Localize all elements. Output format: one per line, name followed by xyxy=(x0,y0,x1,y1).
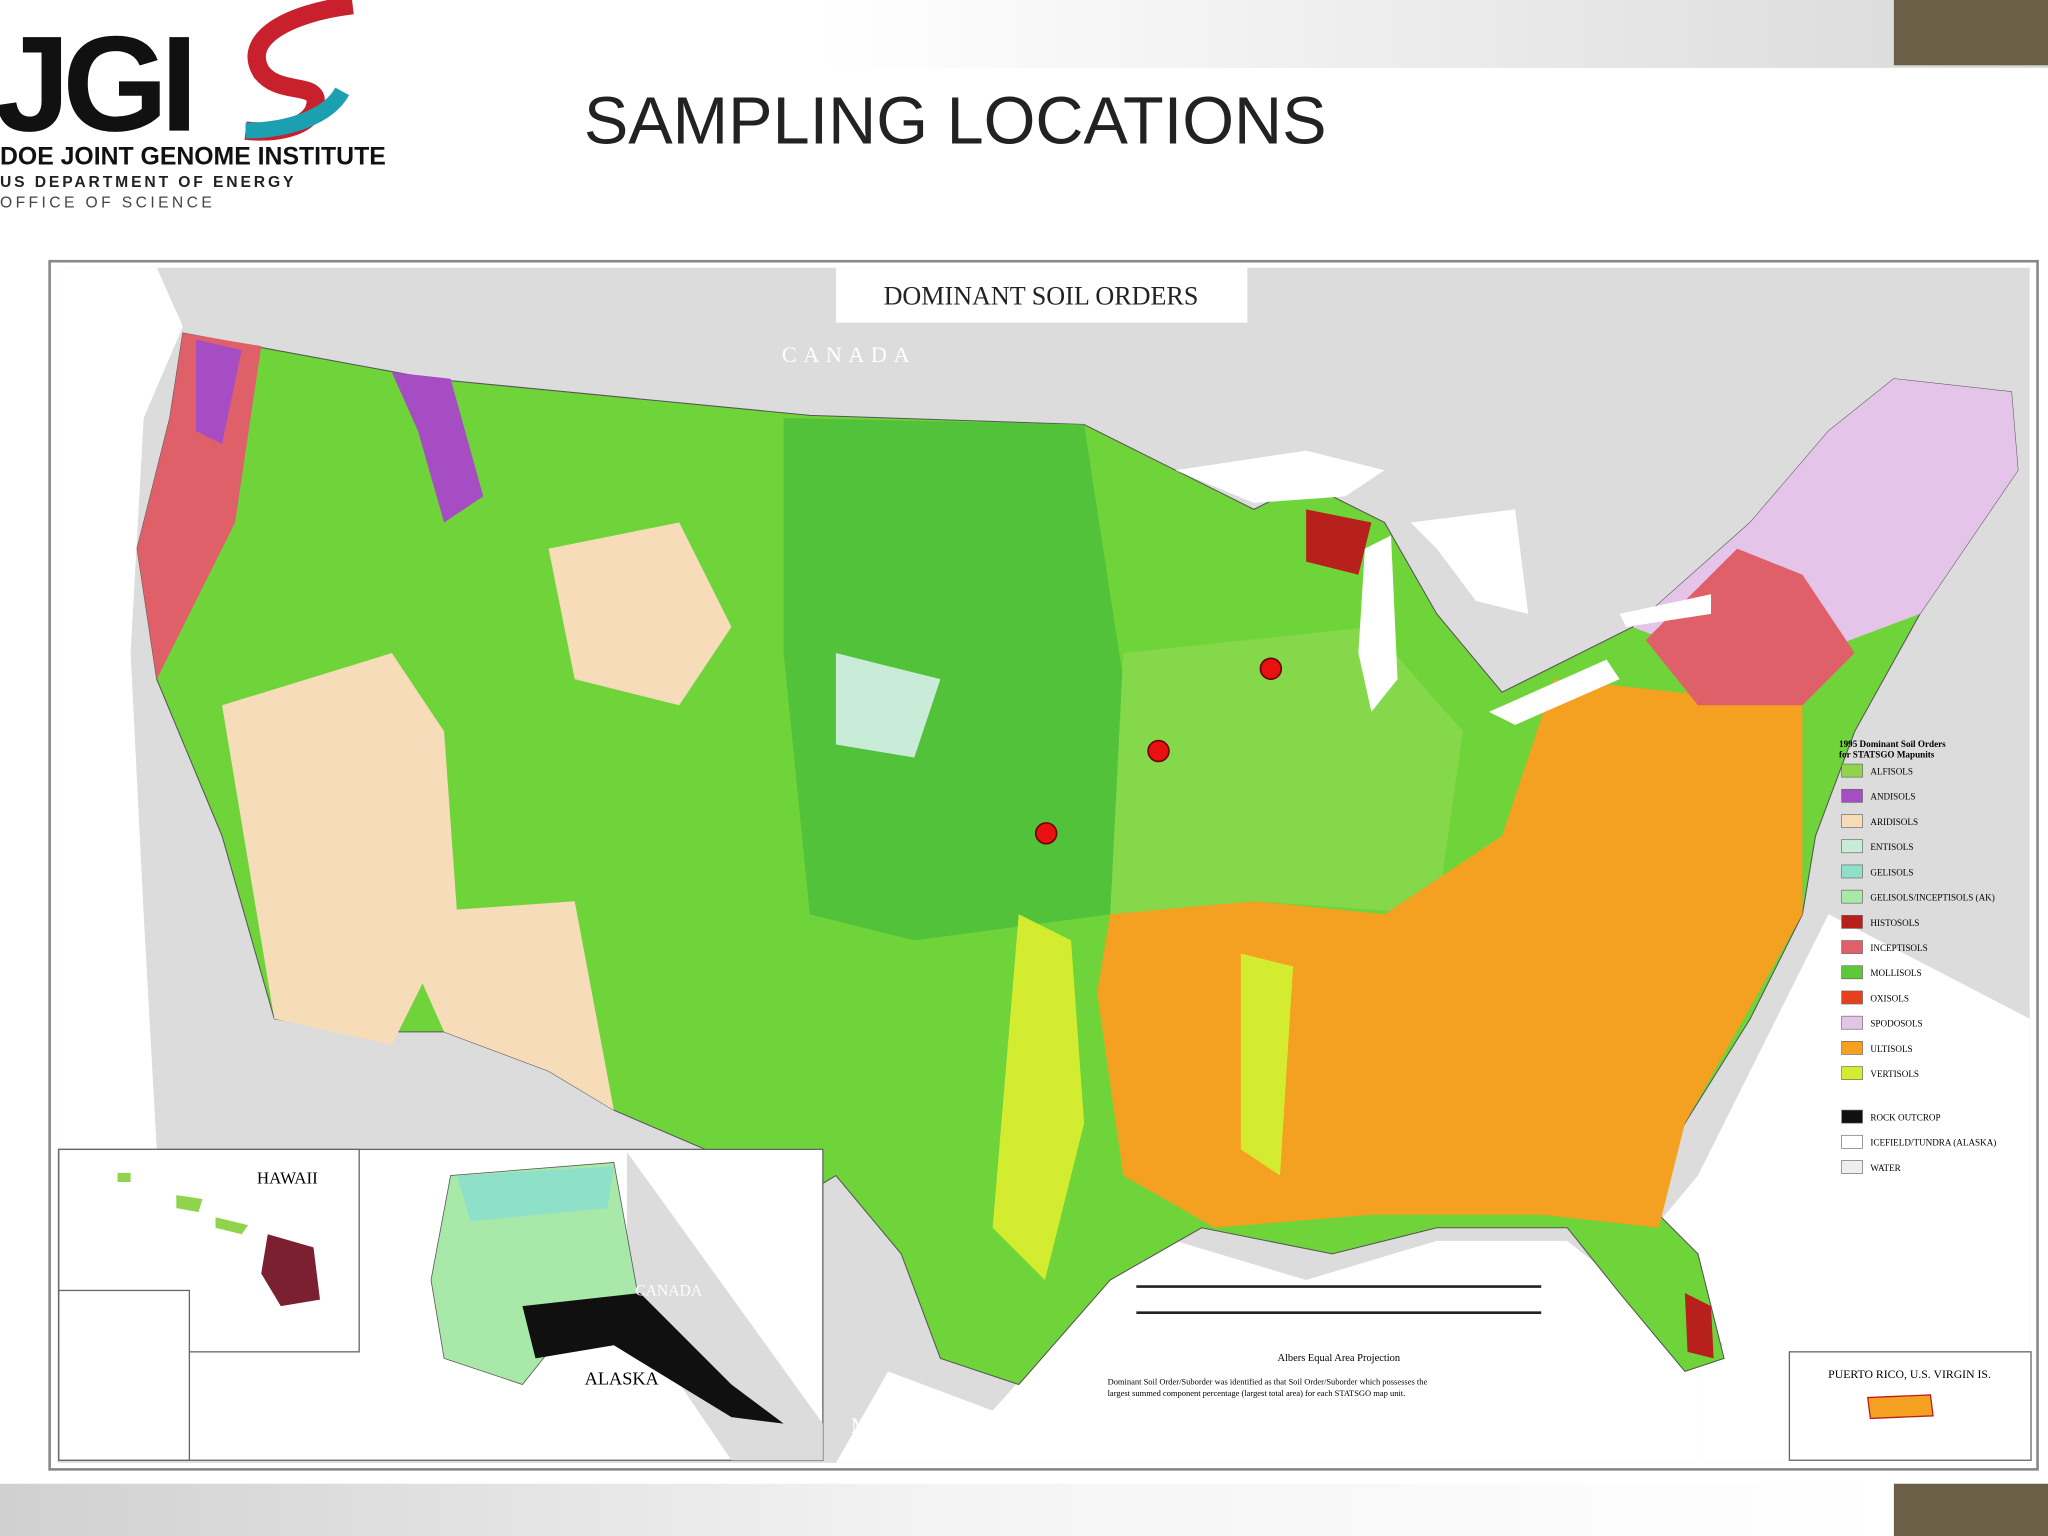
legend-label: ROCK OUTCROP xyxy=(1870,1113,1940,1123)
corner-bar xyxy=(1893,0,2048,66)
logo-text: JGI xyxy=(0,8,190,160)
dept-name: US DEPARTMENT OF ENERGY xyxy=(0,174,296,191)
lake xyxy=(1488,659,1620,725)
lake xyxy=(1358,535,1398,712)
soil-region xyxy=(548,522,732,706)
inset-box xyxy=(1788,1351,2032,1461)
map-note: Dominant Soil Order/Suborder was identif… xyxy=(1108,1376,1428,1386)
country-label: CANADA xyxy=(782,342,916,367)
legend-label: OXISOLS xyxy=(1870,993,1909,1003)
soil-region xyxy=(783,417,1124,941)
legend-label: GELISOLS/INCEPTISOLS (AK) xyxy=(1870,893,1994,903)
legend-swatch xyxy=(1841,889,1863,904)
legend-label: GELISOLS xyxy=(1870,867,1913,877)
soil-region xyxy=(222,653,458,1045)
map-title-box xyxy=(835,267,1248,323)
legend-swatch xyxy=(1841,763,1863,778)
sampling-site xyxy=(1259,657,1283,680)
scale-bar xyxy=(1136,1285,1542,1314)
soil-region xyxy=(992,914,1085,1280)
legend-label: ENTISOLS xyxy=(1870,842,1913,852)
legend-swatch xyxy=(1841,788,1863,803)
legend-label: ICEFIELD/TUNDRA (ALASKA) xyxy=(1870,1138,1996,1148)
legend-swatch xyxy=(1841,965,1863,980)
legend-swatch xyxy=(1841,864,1863,879)
region-label: PUERTO RICO, U.S. VIRGIN IS. xyxy=(1828,1368,1991,1381)
legend-swatch xyxy=(1841,1109,1863,1124)
slide-title: SAMPLING LOCATIONS xyxy=(584,85,1327,159)
legend-title: for STATSGO Mapunits xyxy=(1839,750,1935,760)
island xyxy=(1867,1394,1934,1420)
sampling-site xyxy=(1034,822,1058,845)
legend-label: ALFISOLS xyxy=(1870,767,1913,777)
map-land xyxy=(626,1152,823,1461)
legend-swatch xyxy=(1841,839,1863,854)
legend-swatch xyxy=(1841,915,1863,929)
inset-box xyxy=(58,1289,191,1461)
logo-swoosh xyxy=(245,87,350,139)
soil-region xyxy=(1240,953,1294,1176)
corner-bar xyxy=(1893,1483,2048,1536)
soil-region xyxy=(1645,548,1855,706)
legend-label: ULTISOLS xyxy=(1870,1044,1912,1054)
legend-label: WATER xyxy=(1870,1163,1901,1173)
soil-region xyxy=(391,901,614,1111)
legend-swatch xyxy=(1841,1041,1863,1055)
region-label: ALASKA xyxy=(585,1368,660,1388)
legend-label: SPODOSOLS xyxy=(1870,1019,1922,1029)
soil-region xyxy=(391,372,484,523)
legend-swatch xyxy=(1841,814,1863,828)
legend-title: 1995 Dominant Soil Orders xyxy=(1839,739,1946,749)
ocean xyxy=(1632,914,2030,1463)
soil-region xyxy=(195,339,242,445)
ocean xyxy=(57,267,183,1150)
office-name: OFFICE OF SCIENCE xyxy=(0,195,215,212)
legend-label: HISTOSOLS xyxy=(1870,918,1919,928)
projection: Albers Equal Area Projection xyxy=(1277,1353,1400,1364)
legend: ALFISOLS ANDISOLS ARIDISOLS ENTISOLS GELISOL… xyxy=(1841,763,1996,1174)
country-label: CANADA xyxy=(635,1283,703,1300)
soil-region xyxy=(835,653,941,758)
soil-region xyxy=(457,1166,614,1222)
legend-label: MOLLISOLS xyxy=(1870,968,1921,978)
map-title: DOMINANT SOIL ORDERS xyxy=(884,281,1199,310)
legend-label: ANDISOLS xyxy=(1870,792,1915,802)
lake xyxy=(1175,450,1385,503)
legend-label: INCEPTISOLS xyxy=(1870,943,1927,953)
soil-region xyxy=(522,1293,784,1424)
sampling-site xyxy=(1147,739,1170,763)
org-name: DOE JOINT GENOME INSTITUTE xyxy=(0,144,386,171)
soil-region xyxy=(1684,1293,1714,1359)
ocean xyxy=(835,1240,1698,1463)
lake xyxy=(1619,594,1712,627)
soil-region xyxy=(137,333,262,680)
legend-swatch xyxy=(1841,1160,1863,1174)
legend-label: ARIDISOLS xyxy=(1870,817,1918,827)
legend-label: VERTISOLS xyxy=(1870,1069,1919,1079)
region-label: HAWAII xyxy=(257,1168,318,1187)
map-note: largest summed component percentage (lar… xyxy=(1108,1388,1406,1398)
legend-swatch xyxy=(1841,1066,1863,1080)
legend-swatch xyxy=(1841,1015,1863,1030)
legend-swatch xyxy=(1841,1134,1863,1149)
country-label: MEXICO xyxy=(851,1413,978,1438)
bottom-band xyxy=(0,1483,1894,1536)
island xyxy=(261,1234,320,1307)
soil-region xyxy=(1306,509,1372,575)
lake xyxy=(1410,509,1529,614)
legend-swatch xyxy=(1841,990,1863,1005)
legend-swatch xyxy=(1841,940,1863,954)
